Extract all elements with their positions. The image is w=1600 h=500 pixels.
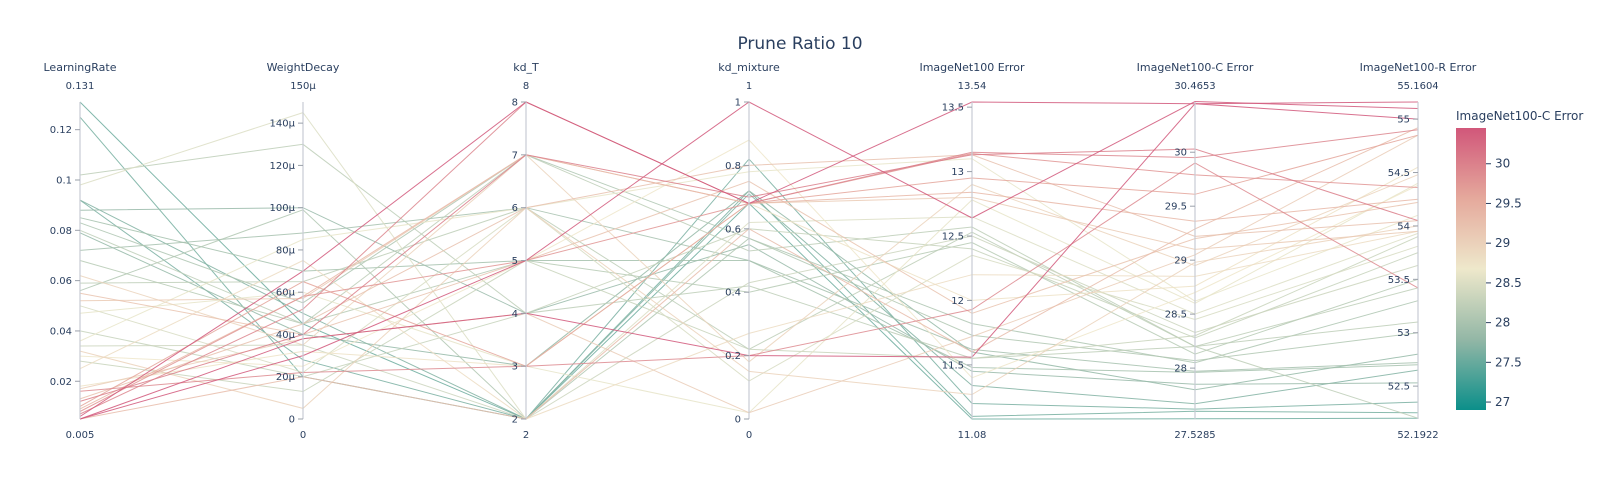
chart-title: Prune Ratio 10 bbox=[737, 34, 862, 54]
axis-max-label: 13.54 bbox=[958, 81, 987, 92]
axis-max-label: 0.131 bbox=[66, 81, 95, 92]
tick-label: 2 bbox=[512, 415, 518, 426]
tick-label: 0.12 bbox=[50, 125, 72, 136]
tick-label: 28.5 bbox=[1165, 310, 1187, 321]
colorbar-tick-label: 28 bbox=[1495, 316, 1510, 330]
tick-label: 120µ bbox=[270, 161, 296, 172]
axis-max-label: 150µ bbox=[290, 81, 316, 92]
tick-label: 0.08 bbox=[50, 226, 72, 237]
colorbar-gradient bbox=[1456, 128, 1486, 410]
tick-label: 53.5 bbox=[1388, 275, 1410, 286]
axis-max-label: 1 bbox=[746, 81, 752, 92]
tick-label: 140µ bbox=[270, 119, 296, 130]
tick-label: 0.04 bbox=[50, 326, 72, 337]
tick-label: 0.02 bbox=[50, 377, 72, 388]
tick-label: 29 bbox=[1174, 256, 1187, 267]
tick-label: 20µ bbox=[276, 372, 296, 383]
tick-label: 0.2 bbox=[725, 351, 741, 362]
tick-label: 3 bbox=[512, 362, 518, 373]
tick-label: 0.1 bbox=[56, 175, 72, 186]
tick-label: 54 bbox=[1397, 221, 1410, 232]
axis-5[interactable]: ImageNet100-C Error 30.4653 27.5285 28 28.5 2… bbox=[1137, 61, 1254, 441]
axis-6[interactable]: ImageNet100-R Error 55.1604 52.1922 52.5 53 5… bbox=[1360, 61, 1477, 441]
tick-label: 54.5 bbox=[1388, 168, 1410, 179]
tick-label: 12 bbox=[951, 296, 964, 307]
tick-label: 11.5 bbox=[942, 360, 964, 371]
tick-label: 4 bbox=[512, 309, 518, 320]
axis-2[interactable]: kd_T 8 22 3 4 5 6 7 8 bbox=[512, 61, 539, 441]
axis-4[interactable]: ImageNet100 Error 13.54 11.08 11.5 12 12.5 13 1… bbox=[919, 61, 1025, 441]
tick-label: 52.5 bbox=[1388, 382, 1410, 393]
colorbar-tick-label: 27 bbox=[1495, 395, 1510, 409]
tick-label: 0.06 bbox=[50, 276, 72, 287]
tick-label: 0 bbox=[289, 415, 295, 426]
axis-min-label: 52.1922 bbox=[1397, 430, 1438, 441]
colorbar-tick-label: 28.5 bbox=[1495, 276, 1522, 290]
tick-label: 55 bbox=[1397, 115, 1410, 126]
colorbar-tick-label: 29 bbox=[1495, 236, 1510, 250]
axis-min-label: 0.005 bbox=[66, 430, 95, 441]
tick-label: 1 bbox=[735, 98, 741, 109]
tick-label: 13.5 bbox=[942, 103, 964, 114]
tick-label: 0.4 bbox=[725, 288, 741, 299]
axis-max-label: 30.4653 bbox=[1174, 81, 1215, 92]
axis-title: ImageNet100-R Error bbox=[1360, 61, 1477, 74]
axis-3[interactable]: kd_mixture 1 00 0.2 0.4 0.6 0.8 1 bbox=[718, 61, 780, 441]
axes: LearningRate0.1310.0050.020.040.060.080.… bbox=[44, 61, 1477, 441]
axis-min-label: 2 bbox=[523, 430, 529, 441]
axis-max-label: 55.1604 bbox=[1397, 81, 1438, 92]
axis-title: kd_mixture bbox=[718, 61, 780, 74]
tick-label: 100µ bbox=[270, 203, 296, 214]
colorbar: ImageNet100-C Error 27 27.5 28 28.5 29 29.5 30 bbox=[1456, 109, 1583, 410]
axis-title: kd_T bbox=[513, 61, 539, 74]
tick-label: 7 bbox=[512, 150, 518, 161]
axis-0[interactable]: LearningRate 0.131 0.005 0.02 0.04 0.06 0.08 0.… bbox=[44, 61, 117, 441]
colorbar-title: ImageNet100-C Error bbox=[1456, 109, 1583, 123]
axis-title: ImageNet100 Error bbox=[919, 61, 1025, 74]
tick-label: 0.6 bbox=[725, 224, 741, 235]
axis-title: ImageNet100-C Error bbox=[1137, 61, 1254, 74]
tick-label: 28 bbox=[1174, 364, 1187, 375]
tick-label: 80µ bbox=[276, 245, 296, 256]
tick-label: 0 bbox=[735, 415, 741, 426]
axis-1[interactable]: WeightDecay 150µ 00 20µ 40µ 60µ 80µ 100µ 120µ 140… bbox=[267, 61, 340, 441]
axis-title: WeightDecay bbox=[267, 61, 340, 74]
axis-min-label: 0 bbox=[300, 430, 306, 441]
tick-label: 12.5 bbox=[942, 232, 964, 243]
tick-label: 40µ bbox=[276, 330, 296, 341]
colorbar-tick-label: 30 bbox=[1495, 157, 1510, 171]
tick-label: 29.5 bbox=[1165, 202, 1187, 213]
tick-label: 0.8 bbox=[725, 161, 741, 172]
tick-label: 5 bbox=[512, 256, 518, 267]
axis-min-label: 0 bbox=[746, 430, 752, 441]
axis-title: LearningRate bbox=[44, 61, 117, 74]
axis-min-label: 11.08 bbox=[958, 430, 987, 441]
tick-label: 6 bbox=[512, 203, 518, 214]
tick-label: 53 bbox=[1397, 328, 1410, 339]
colorbar-tick-label: 27.5 bbox=[1495, 355, 1522, 369]
axis-min-label: 27.5285 bbox=[1174, 430, 1215, 441]
tick-label: 13 bbox=[951, 167, 964, 178]
tick-label: 30 bbox=[1174, 148, 1187, 159]
tick-label: 8 bbox=[512, 98, 518, 109]
colorbar-tick-label: 29.5 bbox=[1495, 196, 1522, 210]
axis-max-label: 8 bbox=[523, 81, 529, 92]
tick-label: 60µ bbox=[276, 288, 296, 299]
